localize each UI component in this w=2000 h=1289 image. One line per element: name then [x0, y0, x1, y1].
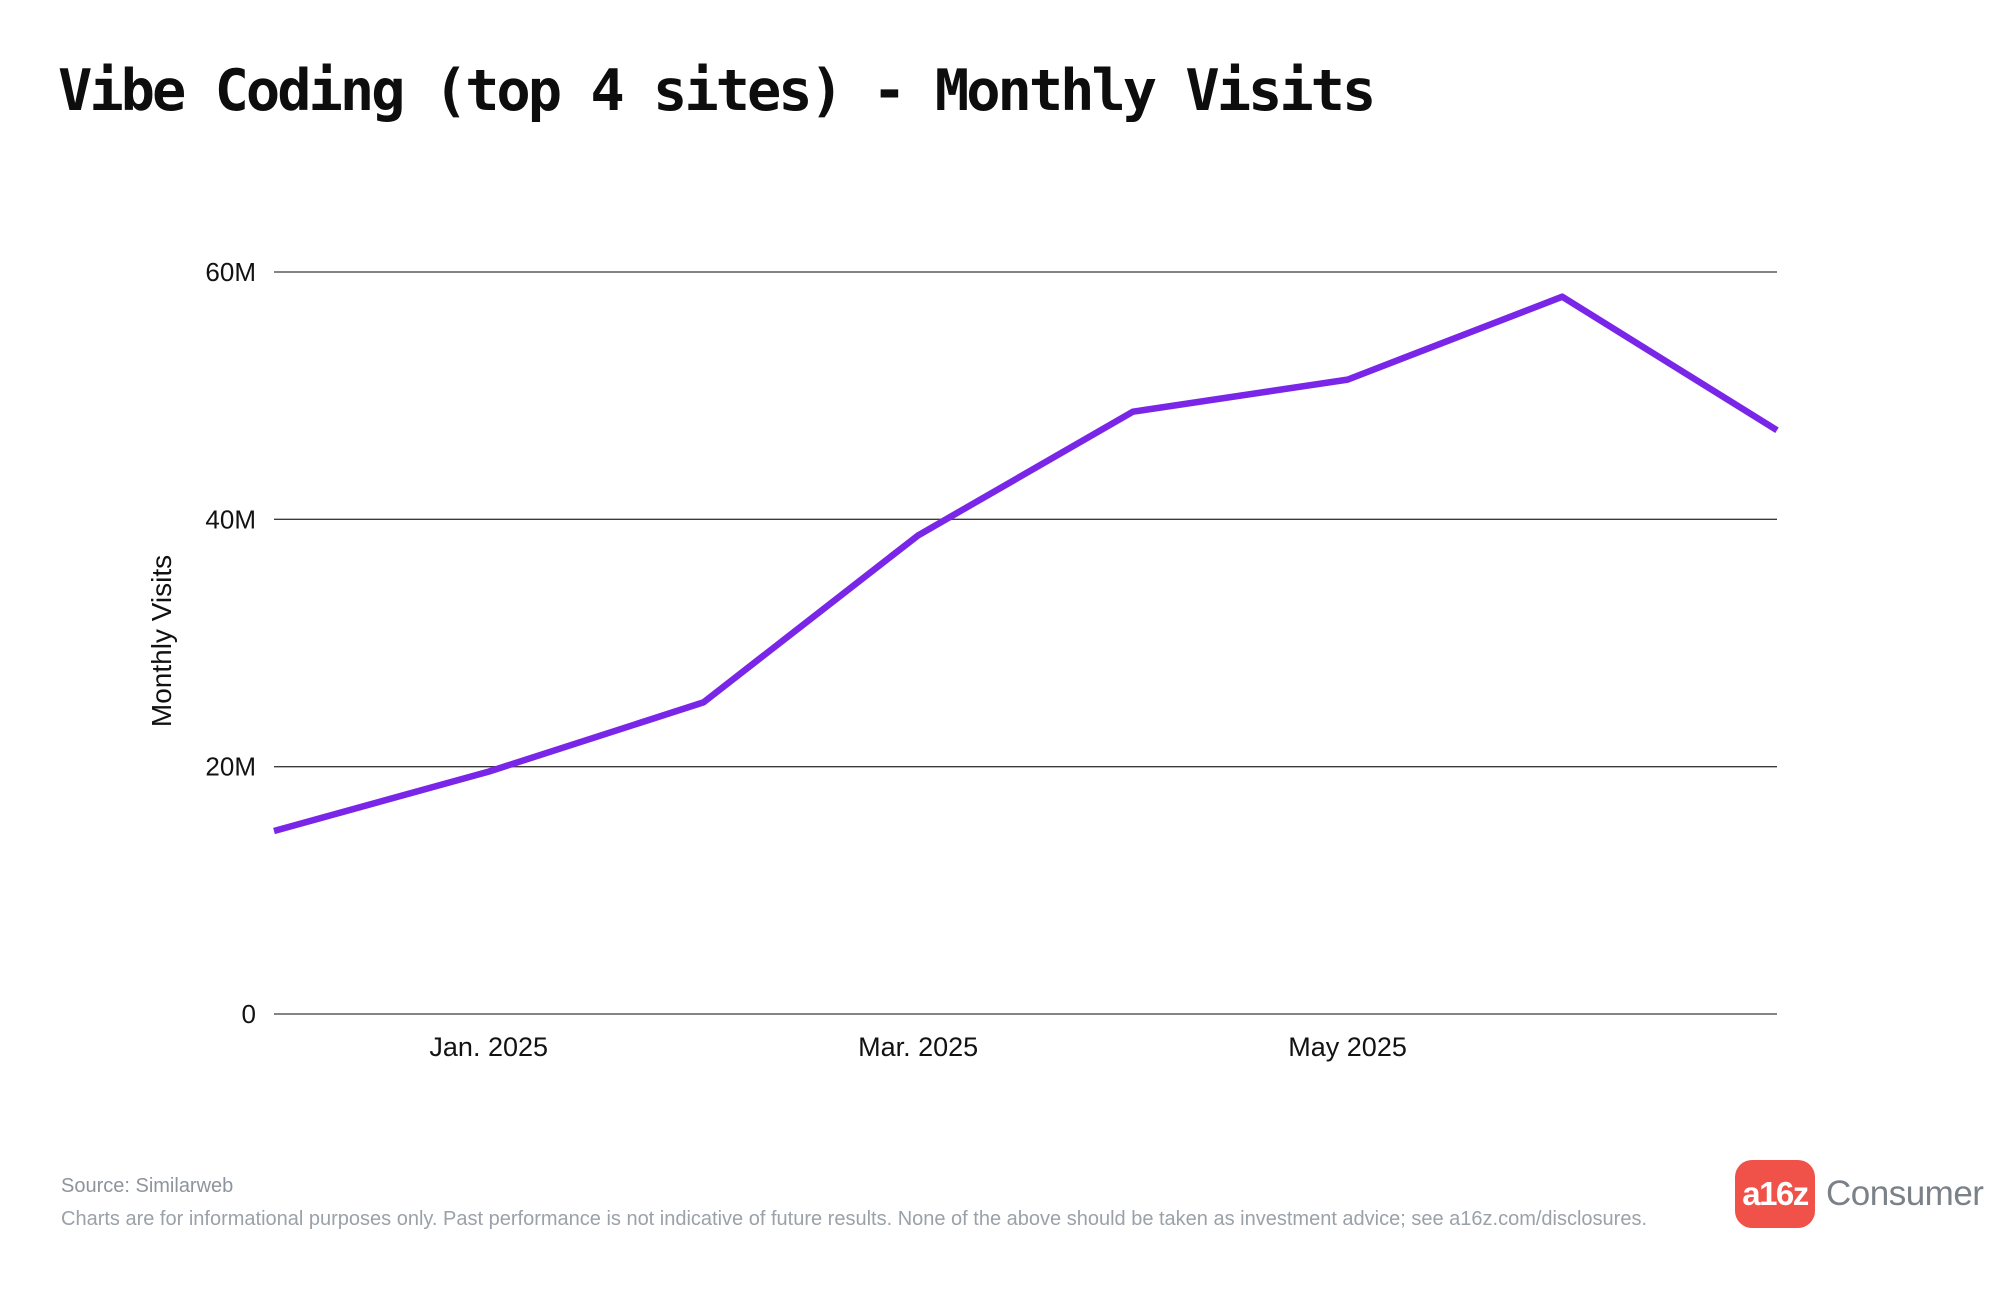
visits-line — [273, 293, 1779, 835]
y-tick-label: 60M — [205, 257, 256, 287]
y-tick-label: 20M — [205, 752, 256, 782]
a16z-logo-mark: a16z — [1735, 1160, 1815, 1228]
x-tick-label: Mar. 2025 — [858, 1032, 978, 1062]
a16z-logo: a16z Consumer — [1735, 1160, 1984, 1228]
consumer-wordmark: Consumer — [1826, 1174, 1984, 1213]
x-tick-label: Jan. 2025 — [429, 1032, 548, 1062]
chart-title: Vibe Coding (top 4 sites) - Monthly Visi… — [58, 58, 1376, 124]
x-tick-label: May 2025 — [1288, 1032, 1407, 1062]
disclaimer: Charts are for informational purposes on… — [61, 1208, 1648, 1230]
y-tick-label: 40M — [205, 504, 256, 534]
y-tick-label: 0 — [242, 999, 256, 1029]
source-note: Source: Similarweb — [61, 1175, 234, 1197]
